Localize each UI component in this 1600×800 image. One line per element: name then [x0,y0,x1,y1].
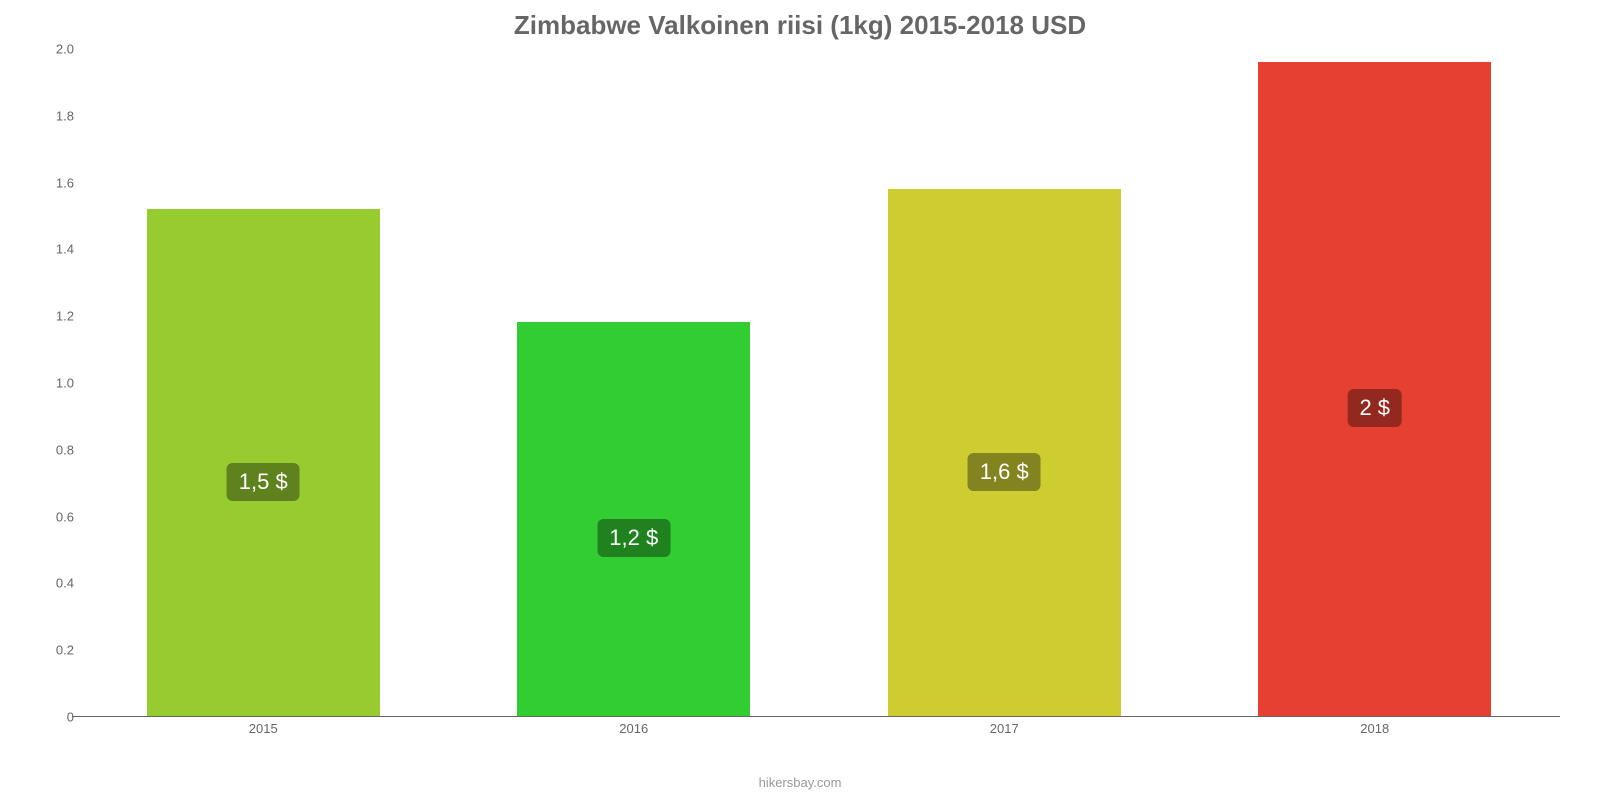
bar-2018: 2 $ [1258,62,1491,716]
y-tick: 1.0 [30,376,74,391]
bar-slot: 2 $ [1190,49,1561,716]
bar-2017: 1,6 $ [888,189,1121,716]
bar-value-label: 1,2 $ [597,519,670,557]
y-tick: 0.6 [30,509,74,524]
y-tick: 1.4 [30,242,74,257]
chart-title: Zimbabwe Valkoinen riisi (1kg) 2015-2018… [30,10,1570,41]
y-tick: 0.8 [30,442,74,457]
y-tick: 1.2 [30,309,74,324]
y-tick: 0 [30,710,74,725]
x-axis: 2015 2016 2017 2018 [78,717,1560,739]
bar-value-label: 2 $ [1347,389,1402,427]
chart-area: 1,5 $ 1,2 $ 1,6 $ 2 $ [78,49,1560,717]
bar-2016: 1,2 $ [517,322,750,716]
y-tick: 1.8 [30,108,74,123]
y-tick: 0.4 [30,576,74,591]
x-tick: 2017 [819,717,1190,739]
y-tick: 1.6 [30,175,74,190]
y-axis: 0 0.2 0.4 0.6 0.8 1.0 1.2 1.4 1.6 1.8 2.… [30,49,78,717]
bar-slot: 1,5 $ [78,49,449,716]
bar-slot: 1,2 $ [449,49,820,716]
x-tick: 2018 [1190,717,1561,739]
bar-2015: 1,5 $ [147,209,380,716]
plot-area: 0 0.2 0.4 0.6 0.8 1.0 1.2 1.4 1.6 1.8 2.… [30,49,1570,739]
credit-text: hikersbay.com [0,775,1600,790]
y-tick: 0.2 [30,643,74,658]
bar-chart: Zimbabwe Valkoinen riisi (1kg) 2015-2018… [0,0,1600,800]
x-tick: 2015 [78,717,449,739]
bar-slot: 1,6 $ [819,49,1190,716]
bar-value-label: 1,6 $ [968,453,1041,491]
bars-container: 1,5 $ 1,2 $ 1,6 $ 2 $ [78,49,1560,716]
bar-value-label: 1,5 $ [227,463,300,501]
x-tick: 2016 [449,717,820,739]
y-tick: 2.0 [30,42,74,57]
